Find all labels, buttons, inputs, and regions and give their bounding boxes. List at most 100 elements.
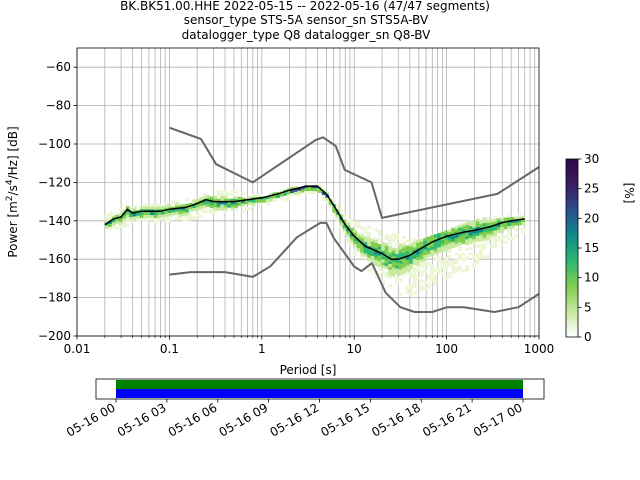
density-cell (409, 266, 414, 270)
density-cell (514, 234, 518, 238)
density-cell (115, 212, 120, 216)
density-cell (493, 230, 497, 234)
density-cell (377, 232, 382, 236)
density-cell (367, 260, 372, 264)
density-cell (286, 191, 291, 195)
density-cell (367, 257, 372, 261)
density-cell (395, 268, 400, 272)
density-cell (363, 242, 368, 246)
density-cell (454, 266, 459, 270)
density-cell (195, 213, 200, 217)
density-cell (409, 243, 414, 247)
density-cell (248, 196, 253, 200)
timeline-tick-label: 05-16 15 (318, 400, 372, 439)
density-cell (416, 242, 421, 246)
density-cell (202, 196, 207, 200)
density-cell (398, 278, 403, 282)
density-cell (472, 224, 477, 229)
density-cell (377, 246, 382, 251)
density-cell (475, 224, 480, 228)
density-cell (500, 226, 504, 230)
colorbar-tick-label: 0 (584, 330, 592, 344)
density-cell (167, 218, 172, 223)
density-cell (146, 212, 151, 216)
density-cell (426, 239, 431, 243)
density-cell (108, 226, 113, 231)
density-cell (367, 237, 372, 241)
density-cell (381, 282, 386, 286)
density-cell (139, 212, 144, 216)
density-cell (384, 248, 389, 252)
density-cell (486, 222, 490, 226)
density-cell (251, 193, 256, 198)
density-cell (167, 215, 172, 220)
density-cell (346, 236, 351, 241)
density-cell (363, 227, 368, 231)
density-cell (381, 253, 386, 257)
density-cell (129, 217, 134, 221)
density-cell (370, 253, 375, 257)
density-cell (139, 217, 144, 222)
density-cell (412, 267, 417, 271)
density-cell (388, 238, 393, 242)
density-cell (167, 204, 172, 208)
density-cell (458, 236, 463, 240)
density-cell (493, 221, 497, 225)
density-cell (479, 249, 483, 253)
density-cell (447, 260, 452, 265)
density-cell (125, 211, 130, 216)
density-cell (398, 249, 403, 253)
density-cell (419, 253, 424, 257)
density-cell (472, 239, 477, 243)
density-cell (405, 256, 410, 261)
density-cell (230, 198, 235, 202)
density-cell (234, 190, 239, 194)
density-cell (419, 244, 424, 249)
density-cell (475, 232, 480, 237)
density-cell (223, 207, 228, 211)
density-cell (521, 219, 525, 223)
density-cell (426, 285, 431, 289)
density-cell (321, 192, 326, 196)
density-cell (423, 246, 428, 250)
density-cell (416, 262, 421, 266)
density-cell (307, 191, 312, 195)
density-cell (209, 208, 214, 212)
density-cell (171, 200, 176, 205)
density-cell (416, 277, 421, 281)
y-tick-label: −140 (38, 214, 71, 228)
density-cell (381, 270, 386, 275)
density-cell (160, 214, 165, 218)
density-cell (339, 225, 344, 230)
density-cell (468, 223, 473, 227)
density-cell (440, 243, 445, 247)
density-cell (136, 218, 141, 222)
density-cell (178, 210, 183, 215)
density-cell (388, 263, 393, 268)
density-cell (367, 240, 372, 244)
density-cell (332, 206, 337, 211)
density-cell (423, 281, 428, 285)
density-cell (111, 213, 116, 217)
density-cell (209, 202, 214, 206)
density-cell (363, 265, 368, 269)
density-cell (297, 190, 302, 194)
density-cell (461, 232, 466, 236)
density-cell (164, 219, 169, 223)
density-cell (507, 237, 511, 241)
density-cell (360, 226, 365, 230)
density-cell (381, 265, 386, 269)
density-cell (384, 260, 389, 264)
density-cell (153, 212, 158, 216)
density-cell (199, 203, 204, 207)
x-axis-label: Period [s] (280, 363, 337, 377)
density-cell (493, 244, 497, 249)
density-cell (353, 223, 358, 228)
density-cell (503, 223, 508, 227)
density-cell (447, 229, 452, 233)
density-cell (153, 217, 158, 222)
density-cell (381, 259, 386, 263)
density-cell (174, 217, 179, 221)
density-cell (209, 205, 214, 209)
density-cell (489, 219, 494, 223)
